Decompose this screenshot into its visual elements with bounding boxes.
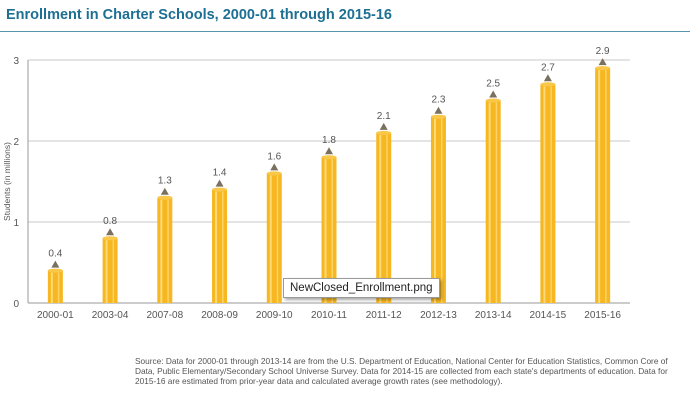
bar-highlight	[331, 159, 333, 303]
value-label: 1.6	[267, 151, 281, 162]
x-tick-label: 2015-16	[584, 310, 621, 321]
value-label: 2.3	[432, 95, 446, 106]
bar	[485, 100, 501, 303]
bar-highlight	[160, 199, 163, 303]
bar	[212, 189, 228, 303]
x-tick-label: 2009-10	[256, 310, 293, 321]
value-label: 1.3	[158, 176, 172, 187]
bar-highlight	[50, 272, 53, 303]
bar	[540, 84, 556, 303]
bar	[157, 197, 173, 303]
bar-highlight	[269, 175, 272, 303]
y-axis-label: Students (in millions)	[2, 142, 12, 221]
chart-title: Enrollment in Charter Schools, 2000-01 t…	[6, 7, 392, 23]
bar-cap	[540, 82, 556, 87]
y-tick-label: 0	[13, 299, 19, 310]
value-marker	[598, 58, 607, 66]
x-tick-label: 2014-15	[530, 310, 567, 321]
value-marker	[489, 90, 498, 98]
bar-highlight	[112, 240, 115, 303]
bar-highlight	[324, 159, 327, 303]
value-label: 0.4	[48, 249, 62, 260]
value-marker	[270, 163, 279, 171]
value-label: 1.8	[322, 135, 336, 146]
value-marker	[215, 179, 224, 187]
bar-cap	[47, 268, 63, 273]
bar	[102, 238, 118, 303]
value-marker	[379, 122, 388, 130]
bar-cap	[595, 66, 611, 71]
bar-cap	[430, 114, 446, 119]
bar-cap	[485, 98, 501, 103]
x-tick-label: 2013-14	[475, 310, 512, 321]
bar-cap	[321, 155, 337, 160]
value-label: 1.4	[213, 168, 227, 179]
title-rule	[0, 31, 690, 32]
x-tick-label: 2007-08	[146, 310, 183, 321]
x-tick-label: 2008-09	[201, 310, 238, 321]
image-filename-tooltip: NewClosed_Enrollment.png	[283, 278, 440, 298]
value-marker	[543, 74, 552, 82]
value-marker	[160, 187, 169, 195]
bar-highlight	[215, 191, 218, 303]
x-tick-label: 2003-04	[92, 310, 129, 321]
y-tick-label: 1	[13, 218, 19, 229]
bar-highlight	[433, 118, 436, 303]
bar-chart: 0 1 2 3 Students (in millions) 2000-01 2003-04…	[2, 46, 630, 321]
x-tick-label: 2010-11	[311, 310, 347, 321]
value-label: 2.5	[486, 79, 500, 90]
bar-highlight	[605, 70, 607, 303]
bar-cap	[266, 171, 282, 176]
value-marker	[51, 260, 60, 268]
labels-layer: 0.4 0.8 1.3 1.4 1.6 1.8 2.1 2.3 2.5 2.7 2.9	[48, 46, 610, 268]
bar-highlight	[222, 191, 224, 303]
bar-highlight	[598, 70, 601, 303]
value-label: 0.8	[103, 216, 117, 227]
value-label: 2.1	[377, 111, 391, 122]
value-label: 2.9	[596, 46, 610, 57]
bar	[47, 270, 63, 303]
bar-highlight	[57, 272, 60, 303]
bar-highlight	[488, 102, 491, 303]
value-marker	[106, 228, 115, 236]
bar-highlight	[276, 175, 279, 303]
x-tick-label: 2012-13	[420, 310, 457, 321]
bar-cap	[102, 236, 118, 241]
bar-highlight	[167, 199, 169, 303]
bar-highlight	[550, 86, 552, 303]
bar	[266, 173, 282, 303]
bar	[595, 68, 611, 303]
bar-cap	[376, 130, 392, 135]
x-tick-label: 2011-12	[366, 310, 402, 321]
y-tick-label: 2	[13, 137, 19, 148]
x-tick-label: 2000-01	[37, 310, 74, 321]
bar	[430, 116, 446, 303]
bar-highlight	[386, 134, 388, 303]
bar-highlight	[440, 118, 443, 303]
source-note: Source: Data for 2000-01 through 2013-14…	[135, 356, 668, 386]
bar-highlight	[105, 240, 108, 303]
bar-highlight	[379, 134, 382, 303]
bar-highlight	[495, 102, 498, 303]
value-label: 2.7	[541, 62, 555, 73]
value-marker	[434, 106, 443, 114]
y-tick-label: 3	[13, 56, 19, 67]
bars-layer	[47, 66, 611, 303]
axis-layer: 0 1 2 3 Students (in millions) 2000-01 2003-04…	[2, 56, 621, 321]
bar-highlight	[543, 86, 546, 303]
value-marker	[325, 147, 333, 155]
bar-cap	[157, 195, 173, 200]
bar-cap	[212, 187, 228, 192]
